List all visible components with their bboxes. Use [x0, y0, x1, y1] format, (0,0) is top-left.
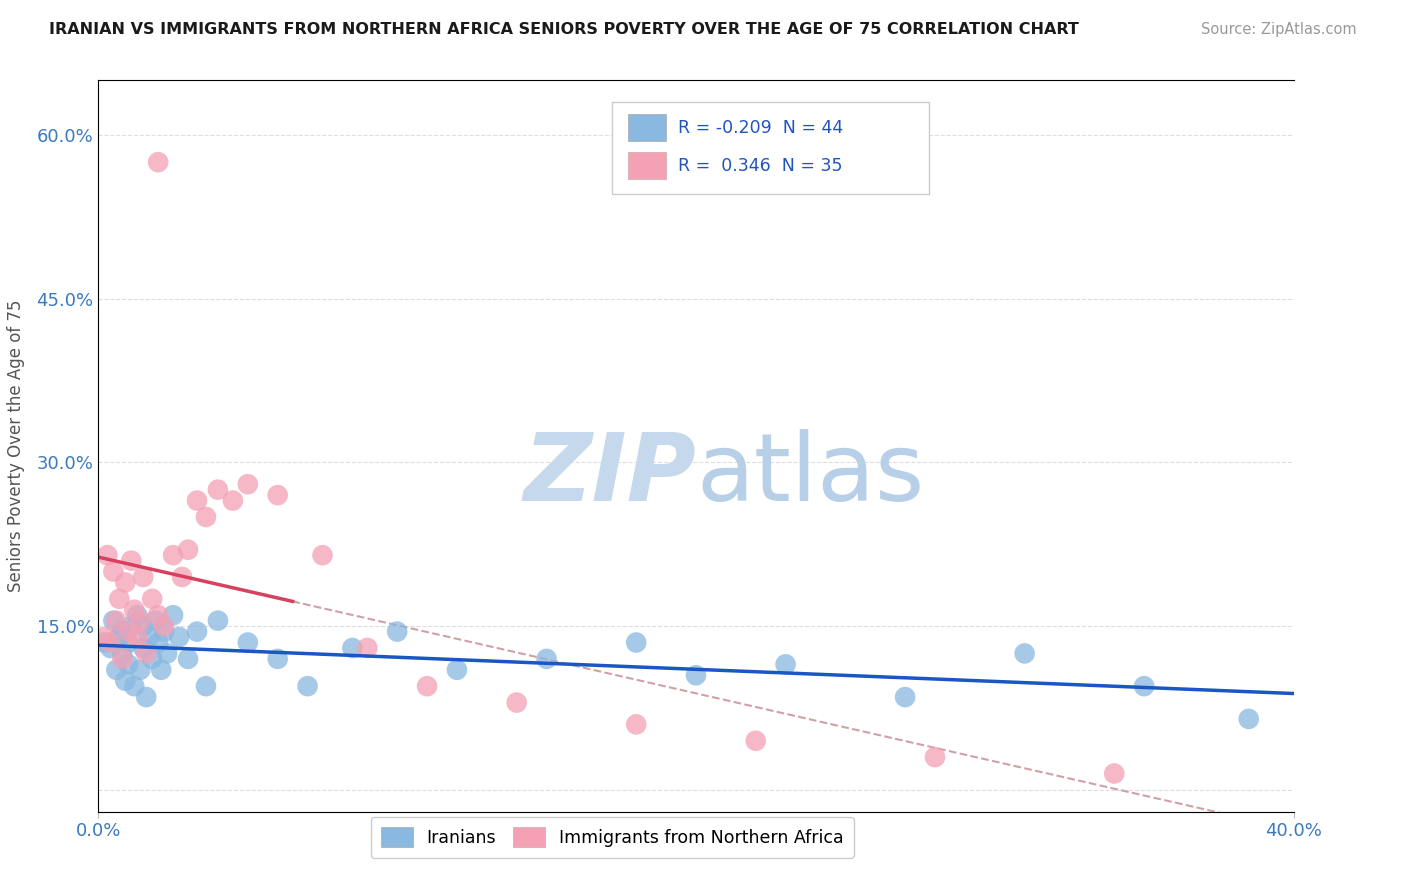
Point: [506, 696, 529, 710]
Point: [153, 624, 176, 639]
Point: [93, 630, 115, 644]
Point: [775, 657, 797, 672]
Point: [129, 614, 152, 628]
Point: [1133, 679, 1156, 693]
Point: [297, 679, 319, 693]
Point: [111, 647, 134, 661]
Point: [924, 750, 946, 764]
Point: [156, 647, 179, 661]
Text: ZIP: ZIP: [523, 429, 696, 521]
Point: [1104, 766, 1126, 780]
Point: [236, 635, 259, 649]
Point: [105, 614, 128, 628]
Point: [626, 717, 648, 731]
Point: [117, 657, 139, 672]
Point: [138, 630, 160, 644]
Point: [93, 635, 115, 649]
Point: [124, 679, 146, 693]
Point: [124, 603, 146, 617]
Point: [267, 652, 290, 666]
Point: [222, 493, 245, 508]
Point: [108, 630, 131, 644]
Point: [135, 647, 157, 661]
Point: [127, 608, 149, 623]
Point: [162, 548, 184, 562]
Point: [108, 591, 131, 606]
Point: [132, 640, 155, 655]
Point: [177, 542, 200, 557]
Point: [446, 663, 468, 677]
Point: [894, 690, 917, 704]
Point: [105, 663, 128, 677]
Point: [117, 635, 139, 649]
Point: [207, 614, 229, 628]
Point: [120, 554, 142, 568]
Point: [98, 640, 122, 655]
Point: [685, 668, 707, 682]
Point: [385, 624, 409, 639]
Point: [342, 640, 364, 655]
Point: [103, 614, 125, 628]
Point: [167, 630, 190, 644]
Legend: Iranians, Immigrants from Northern Africa: Iranians, Immigrants from Northern Afric…: [371, 817, 853, 858]
FancyBboxPatch shape: [628, 114, 666, 141]
Point: [745, 733, 768, 747]
Point: [1014, 647, 1036, 661]
FancyBboxPatch shape: [628, 153, 666, 179]
Point: [117, 624, 139, 639]
Point: [98, 635, 122, 649]
Point: [141, 591, 163, 606]
Text: R =  0.346  N = 35: R = 0.346 N = 35: [678, 157, 842, 175]
Y-axis label: Seniors Poverty Over the Age of 75: Seniors Poverty Over the Age of 75: [7, 300, 25, 592]
Point: [195, 510, 218, 524]
Text: atlas: atlas: [696, 429, 924, 521]
Point: [172, 570, 194, 584]
Point: [356, 640, 378, 655]
Point: [148, 155, 170, 169]
Text: Source: ZipAtlas.com: Source: ZipAtlas.com: [1201, 22, 1357, 37]
Point: [153, 619, 176, 633]
Point: [416, 679, 439, 693]
Point: [536, 652, 558, 666]
Point: [186, 493, 208, 508]
Point: [195, 679, 218, 693]
Point: [114, 575, 136, 590]
Point: [236, 477, 259, 491]
Point: [129, 663, 152, 677]
Text: R = -0.209  N = 44: R = -0.209 N = 44: [678, 119, 844, 136]
Point: [162, 608, 184, 623]
Point: [111, 624, 134, 639]
Point: [132, 570, 155, 584]
Point: [148, 635, 170, 649]
Point: [626, 635, 648, 649]
Point: [207, 483, 229, 497]
Point: [135, 690, 157, 704]
FancyBboxPatch shape: [613, 103, 929, 194]
Point: [111, 652, 134, 666]
Point: [143, 614, 166, 628]
Point: [311, 548, 333, 562]
Point: [120, 619, 142, 633]
Text: IRANIAN VS IMMIGRANTS FROM NORTHERN AFRICA SENIORS POVERTY OVER THE AGE OF 75 CO: IRANIAN VS IMMIGRANTS FROM NORTHERN AFRI…: [49, 22, 1078, 37]
Point: [96, 548, 118, 562]
Point: [177, 652, 200, 666]
Point: [150, 663, 173, 677]
Point: [127, 630, 149, 644]
Point: [267, 488, 290, 502]
Point: [1237, 712, 1260, 726]
Point: [103, 565, 125, 579]
Point: [148, 608, 170, 623]
Point: [186, 624, 208, 639]
Point: [141, 652, 163, 666]
Point: [114, 673, 136, 688]
Point: [132, 619, 155, 633]
